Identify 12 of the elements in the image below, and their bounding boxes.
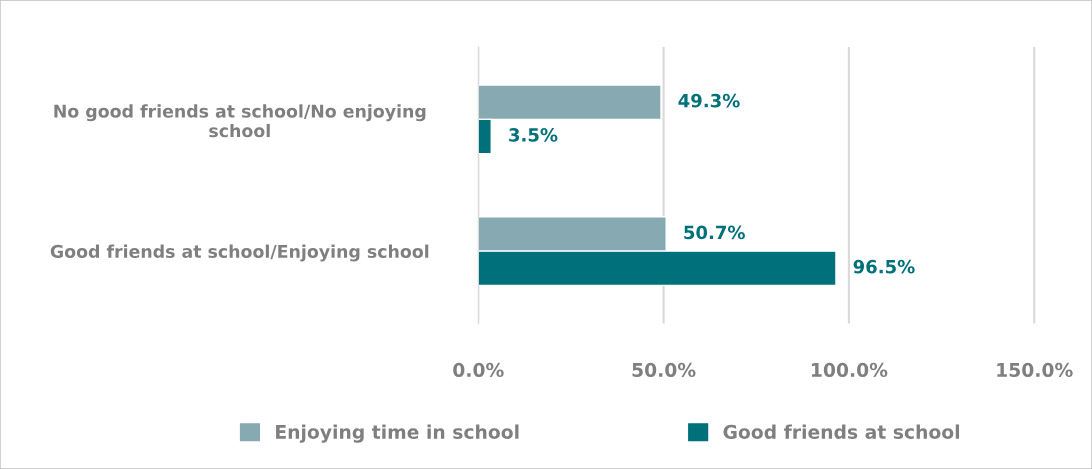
x-tick-label: 50.0% [632,362,696,378]
y-tick-label: Good friends at school/Enjoying school [50,244,429,262]
x-tick-label: 100.0% [811,362,888,378]
y-tick-label: No good friends at school/No enjoying school [54,104,426,138]
x-tick-label: 150.0% [997,362,1073,378]
data-label: 50.7% [684,225,745,240]
data-label: 96.5% [853,259,915,274]
data-label: 3.5% [509,128,558,142]
data-label: 49.3% [678,93,740,108]
legend-label: Enjoying time in school [276,424,519,443]
legend-label: Good friends at school [723,424,960,439]
x-tick-label: 0.0% [453,362,504,378]
